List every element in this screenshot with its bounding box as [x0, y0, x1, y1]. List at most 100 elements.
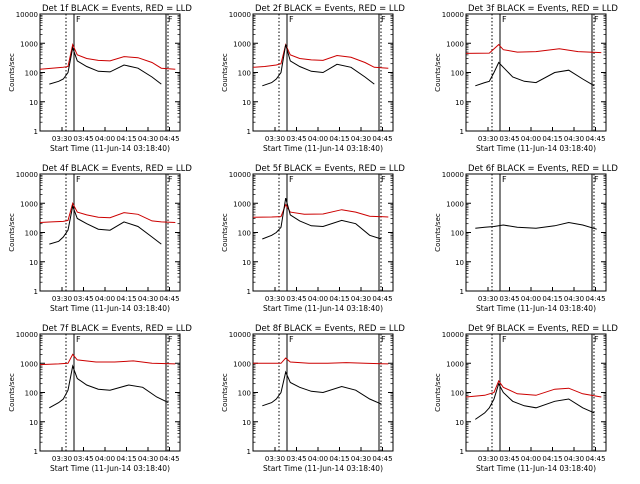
- x-tick-label: 04:00: [308, 455, 328, 463]
- x-tick-label: 04:15: [116, 455, 136, 463]
- y-tick-label: 1: [34, 448, 38, 456]
- y-tick-label: 1: [247, 128, 251, 136]
- series-line-1: [39, 42, 176, 70]
- x-tick-label: 04:15: [542, 455, 562, 463]
- y-tick-label: 100: [451, 70, 464, 78]
- series-line-2: [49, 45, 162, 85]
- plot-frame: [465, 13, 607, 132]
- x-tick-label: 04:45: [372, 455, 392, 463]
- x-tick-label: 03:30: [478, 295, 498, 303]
- series-line-1: [252, 203, 389, 218]
- x-axis-label: Start Time (11-Jun-14 03:18:40): [263, 464, 383, 473]
- x-tick-label: 04:30: [138, 455, 158, 463]
- x-axis-label: Start Time (11-Jun-14 03:18:40): [476, 144, 596, 153]
- x-tick-label: 04:15: [329, 455, 349, 463]
- y-axis-label: Counts/sec: [8, 213, 16, 252]
- x-tick-label: 04:30: [564, 135, 584, 143]
- y-tick-label: 1000: [233, 360, 251, 368]
- flag-marker: F: [76, 15, 81, 24]
- plot-frame: [252, 173, 394, 292]
- x-tick-label: 04:30: [138, 295, 158, 303]
- y-tick-label: 10: [29, 99, 38, 107]
- x-tick-label: 04:30: [564, 295, 584, 303]
- y-tick-label: 1: [247, 448, 251, 456]
- y-tick-label: 10: [455, 99, 464, 107]
- flag-marker: F: [594, 335, 599, 344]
- flag-marker: F: [594, 15, 599, 24]
- y-tick-label: 100: [25, 70, 38, 78]
- x-tick-label: 04:00: [521, 295, 541, 303]
- plot-frame: [465, 333, 607, 452]
- y-axis-label: Counts/sec: [221, 373, 229, 412]
- y-tick-label: 10000: [442, 11, 464, 19]
- y-axis-label: Counts/sec: [434, 213, 442, 252]
- y-tick-label: 10000: [16, 331, 38, 339]
- series-line-1: [39, 353, 176, 366]
- series-line-2: [475, 61, 595, 87]
- chart-panel-5: Det 5f BLACK = Events, RED = LLD 1 10 100 10…: [221, 164, 405, 313]
- x-tick-label: 04:45: [585, 455, 605, 463]
- flag-marker: F: [289, 175, 294, 184]
- y-tick-label: 10000: [16, 171, 38, 179]
- y-axis-label: Counts/sec: [8, 53, 16, 92]
- x-tick-label: 04:15: [116, 295, 136, 303]
- series-line-2: [262, 197, 382, 240]
- chart-panel-3: Det 3f BLACK = Events, RED = LLD 1 10 100 10…: [434, 4, 618, 153]
- x-tick-label: 04:30: [351, 135, 371, 143]
- chart-panel-2: Det 2f BLACK = Events, RED = LLD 1 10 100 10…: [221, 4, 405, 153]
- series-line-1: [465, 379, 602, 398]
- series-line-1: [475, 221, 597, 230]
- y-tick-label: 10: [29, 419, 38, 427]
- y-tick-label: 1000: [20, 40, 38, 48]
- flag-marker: F: [502, 175, 507, 184]
- y-tick-label: 1: [34, 128, 38, 136]
- y-tick-label: 10: [242, 259, 251, 267]
- y-axis-label: Counts/sec: [221, 53, 229, 92]
- x-tick-label: 03:45: [73, 455, 93, 463]
- x-axis-label: Start Time (11-Jun-14 03:18:40): [50, 144, 170, 153]
- x-tick-label: 04:15: [542, 295, 562, 303]
- y-tick-label: 10000: [16, 11, 38, 19]
- x-tick-label: 03:30: [265, 295, 285, 303]
- x-tick-label: 04:45: [372, 135, 392, 143]
- x-tick-label: 04:30: [351, 455, 371, 463]
- y-tick-label: 1: [247, 288, 251, 296]
- y-tick-label: 10: [242, 99, 251, 107]
- flag-marker: F: [289, 335, 294, 344]
- y-tick-label: 10000: [229, 331, 251, 339]
- x-axis-label: Start Time (11-Jun-14 03:18:40): [50, 304, 170, 313]
- x-tick-label: 03:30: [265, 135, 285, 143]
- x-tick-label: 03:30: [52, 135, 72, 143]
- y-tick-label: 1: [460, 288, 464, 296]
- y-tick-label: 100: [238, 70, 251, 78]
- x-tick-label: 04:45: [372, 295, 392, 303]
- y-tick-label: 100: [451, 390, 464, 398]
- x-tick-label: 04:15: [329, 135, 349, 143]
- x-tick-label: 03:45: [73, 295, 93, 303]
- y-tick-label: 1: [460, 128, 464, 136]
- chart-panel-7: Det 7f BLACK = Events, RED = LLD 1 10 100 10…: [8, 324, 192, 473]
- chart-panel-1: Det 1f BLACK = Events, RED = LLD 1 10 100 10…: [8, 4, 192, 153]
- flag-marker: F: [76, 335, 81, 344]
- y-tick-label: 1000: [20, 360, 38, 368]
- x-tick-label: 04:15: [542, 135, 562, 143]
- flag-marker: F: [289, 15, 294, 24]
- y-tick-label: 1000: [446, 200, 464, 208]
- x-tick-label: 03:30: [52, 295, 72, 303]
- x-tick-label: 03:30: [478, 135, 498, 143]
- x-tick-label: 03:45: [73, 135, 93, 143]
- x-tick-label: 03:45: [499, 135, 519, 143]
- x-tick-label: 04:00: [521, 135, 541, 143]
- x-tick-label: 04:30: [138, 135, 158, 143]
- x-tick-label: 03:45: [286, 455, 306, 463]
- series-line-1: [253, 357, 389, 365]
- x-tick-label: 04:15: [116, 135, 136, 143]
- chart-title: Det 8f BLACK = Events, RED = LLD: [255, 324, 405, 334]
- x-tick-label: 04:45: [585, 135, 605, 143]
- y-axis-label: Counts/sec: [434, 373, 442, 412]
- x-tick-label: 04:00: [308, 295, 328, 303]
- flag-marker: F: [381, 175, 386, 184]
- plot-frame: [39, 173, 181, 292]
